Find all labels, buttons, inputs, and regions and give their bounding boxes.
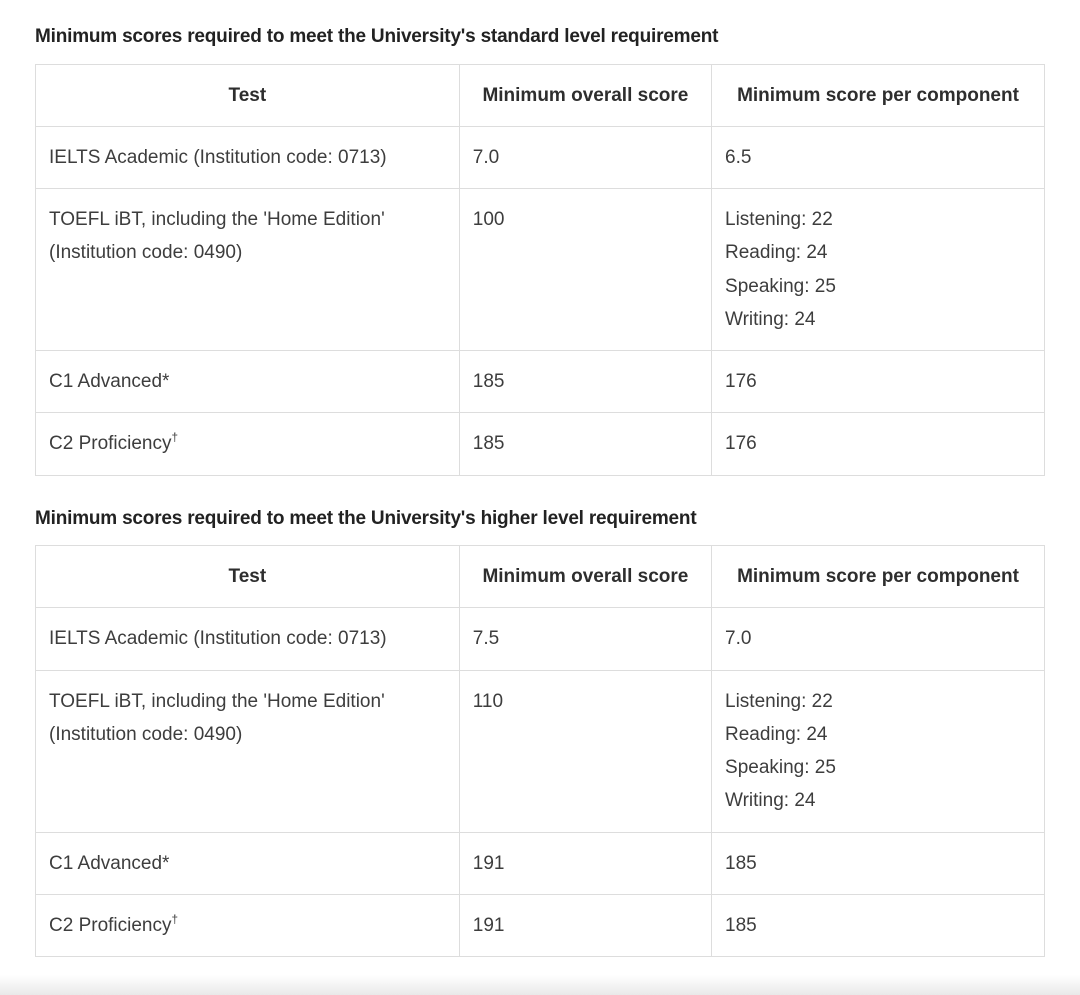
component-score-line: 185 [725,914,757,936]
overall-score-cell: 191 [458,831,713,895]
column-header-overall-score: Minimum overall score [458,63,713,127]
component-score-line: 176 [725,371,757,393]
column-header-test: Test [35,63,460,127]
standard-level-scores-table: Test Minimum overall score Minimum score… [35,63,1045,476]
component-score-line: Reading: 24 [725,723,828,745]
component-score-cell: 176 [711,350,1045,414]
dagger-marker: † [171,432,179,446]
component-score-line: Reading: 24 [725,242,828,264]
overall-score-cell: 185 [458,412,713,476]
component-score-cell: 7.0 [711,607,1045,671]
column-header-overall-score: Minimum overall score [458,545,713,609]
component-score-cell: Listening: 22 Reading: 24 Speaking: 25 Writ… [711,188,1045,352]
overall-score-cell: 185 [458,350,713,414]
table-row: C1 Advanced* 191 185 [35,831,1045,895]
overall-score-cell: 100 [458,188,713,352]
overall-score-cell: 110 [458,669,713,833]
component-score-line: 185 [725,852,757,874]
component-score-cell: 6.5 [711,125,1045,190]
higher-level-section: Minimum scores required to meet the Univ… [35,506,1045,958]
component-score-line: 6.5 [725,146,752,168]
component-score-cell: 185 [711,893,1045,958]
overall-score-cell: 7.0 [458,125,713,190]
higher-level-heading: Minimum scores required to meet the Univ… [35,507,697,529]
component-score-line: 7.0 [725,628,752,650]
table-row: TOEFL iBT, including the 'Home Edition' … [35,188,1045,352]
table-row: C1 Advanced* 185 176 [35,350,1045,414]
overall-score-cell: 7.5 [458,607,713,671]
component-score-cell: Listening: 22 Reading: 24 Speaking: 25 Writ… [711,669,1045,833]
column-header-component-score: Minimum score per component [711,545,1045,609]
test-name-cell: IELTS Academic (Institution code: 0713) [35,125,460,190]
component-score-line: 176 [725,433,757,455]
component-score-line: Listening: 22 [725,209,833,231]
component-score-cell: 185 [711,831,1045,895]
table-header-row: Test Minimum overall score Minimum score… [35,63,1045,127]
component-score-line: Listening: 22 [725,690,833,712]
component-score-cell: 176 [711,412,1045,476]
table-row: C2 Proficiency† 191 185 [35,893,1045,958]
table-row: TOEFL iBT, including the 'Home Edition' … [35,669,1045,833]
higher-level-scores-table: Test Minimum overall score Minimum score… [35,545,1045,958]
test-name-cell: C2 Proficiency† [35,412,460,476]
test-name-cell: IELTS Academic (Institution code: 0713) [35,607,460,671]
page-bottom-fade [0,975,1080,995]
table-row: C2 Proficiency† 185 176 [35,412,1045,476]
test-name-cell: C1 Advanced* [35,831,460,895]
test-name-cell: C2 Proficiency† [35,893,460,958]
test-name-cell: TOEFL iBT, including the 'Home Edition' … [35,188,460,352]
overall-score-cell: 191 [458,893,713,958]
component-score-line: Writing: 24 [725,790,816,812]
standard-level-section: Minimum scores required to meet the Univ… [35,24,1045,476]
standard-level-heading: Minimum scores required to meet the Univ… [35,26,719,47]
table-header-row: Test Minimum overall score Minimum score… [35,545,1045,609]
dagger-marker: † [171,913,179,927]
table-row: IELTS Academic (Institution code: 0713) 7… [35,607,1045,671]
column-header-component-score: Minimum score per component [711,63,1045,127]
table-row: IELTS Academic (Institution code: 0713) 7… [35,125,1045,190]
test-name-cell: TOEFL iBT, including the 'Home Edition' … [35,669,460,833]
column-header-test: Test [35,545,460,609]
test-name-cell: C1 Advanced* [35,350,460,414]
component-score-line: Speaking: 25 [725,757,836,779]
page-content: Minimum scores required to meet the Univ… [0,24,1080,958]
component-score-line: Writing: 24 [725,308,816,330]
component-score-line: Speaking: 25 [725,275,836,297]
